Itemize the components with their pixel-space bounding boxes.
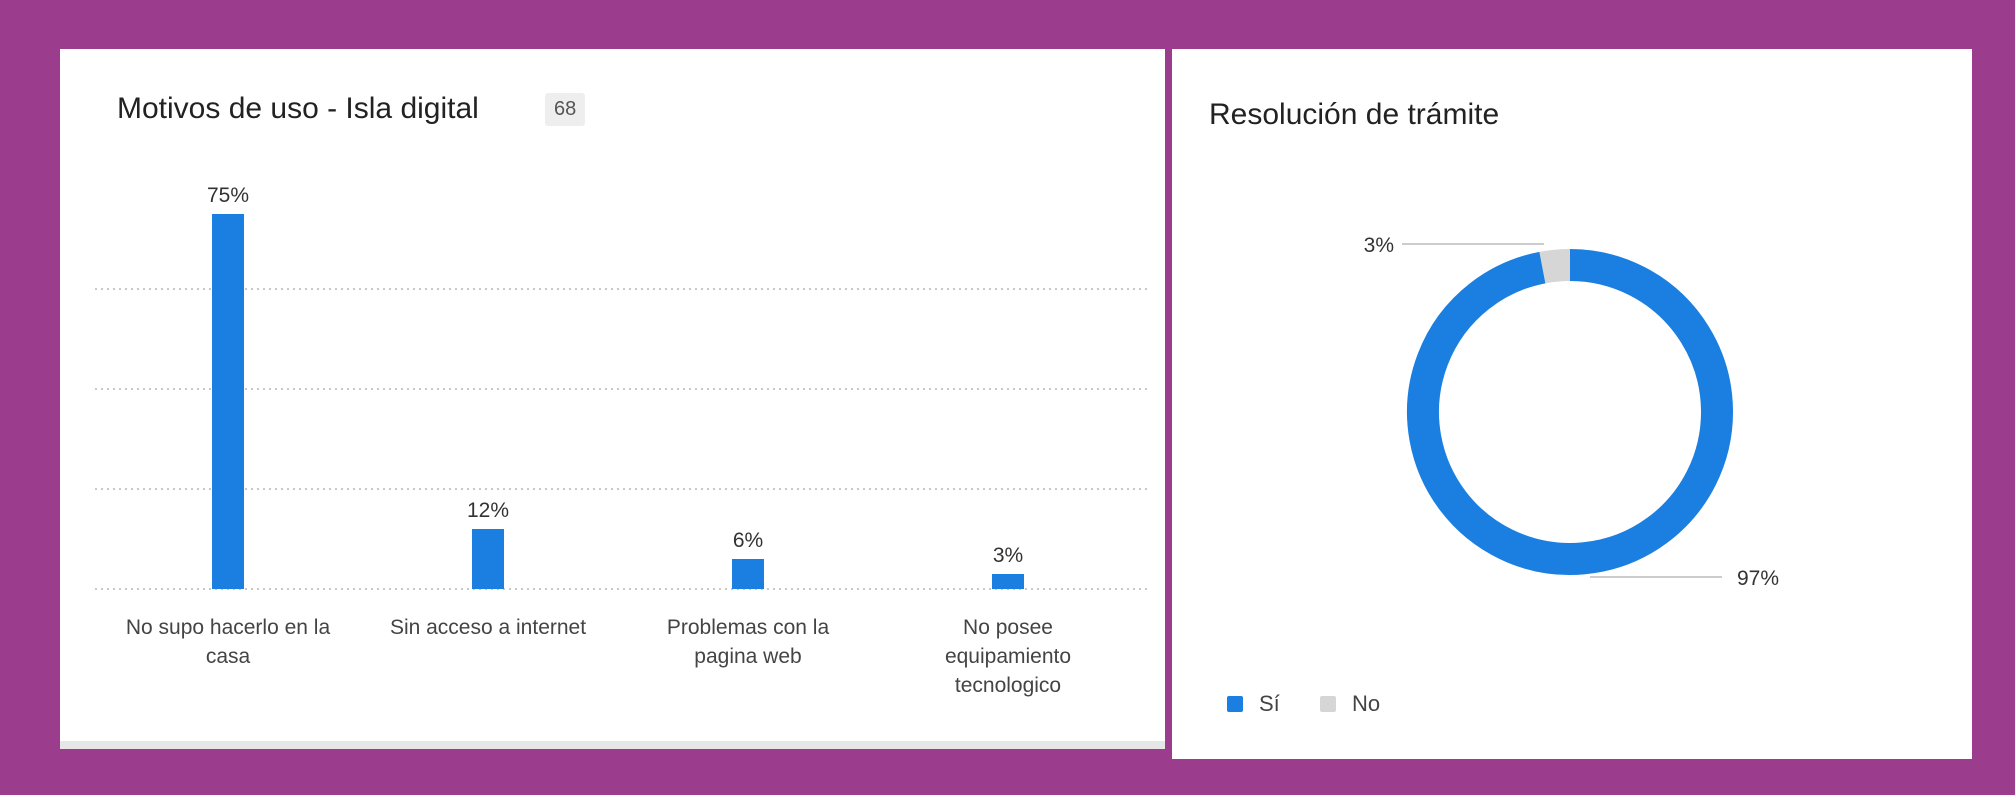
bar [472,529,504,589]
legend-label-si: Sí [1259,691,1280,716]
legend-label-no: No [1352,691,1381,716]
bar-chart-panel: Motivos de uso - Isla digital 68 75% No s… [60,49,1165,749]
category-label: equipamiento [945,645,1071,668]
legend-item-si: Sí [1227,691,1280,717]
bar-data-label: 12% [467,499,509,522]
bar-data-label: 3% [993,544,1023,567]
legend-swatch-si [1227,696,1243,712]
category-label: tecnologico [955,674,1061,697]
donut-chart-panel: Resolución de trámite 3% 97% Sí No [1172,49,1972,759]
bar [212,214,244,589]
donut-data-label-no: 3% [1364,234,1394,257]
response-count-badge: 68 [545,93,586,126]
legend-item-no: No [1320,691,1380,717]
donut-data-label-si: 97% [1737,567,1779,590]
bar [732,559,764,589]
legend-swatch-no [1320,696,1336,712]
donut-chart-title: Resolución de trámite [1209,98,1500,131]
bar-data-label: 75% [207,184,249,207]
donut-chart: 3% 97% [1364,234,1779,590]
category-label: pagina web [694,645,801,668]
bar-chart-title: Motivos de uso - Isla digital [117,92,479,125]
donut-slice-si [1407,249,1733,575]
category-label: No supo hacerlo en la [126,616,331,639]
bar [992,574,1024,589]
panel-bottom-bar [60,741,1165,749]
category-label: Problemas con la [667,616,830,639]
category-label: Sin acceso a internet [390,616,586,639]
donut-slice-no [1539,249,1571,284]
category-label: casa [206,645,251,668]
bar-data-label: 6% [733,529,763,552]
bar-chart: 75% No supo hacerlo en la casa 12% Sin acces… [95,184,1150,697]
category-label: No posee [963,616,1053,639]
